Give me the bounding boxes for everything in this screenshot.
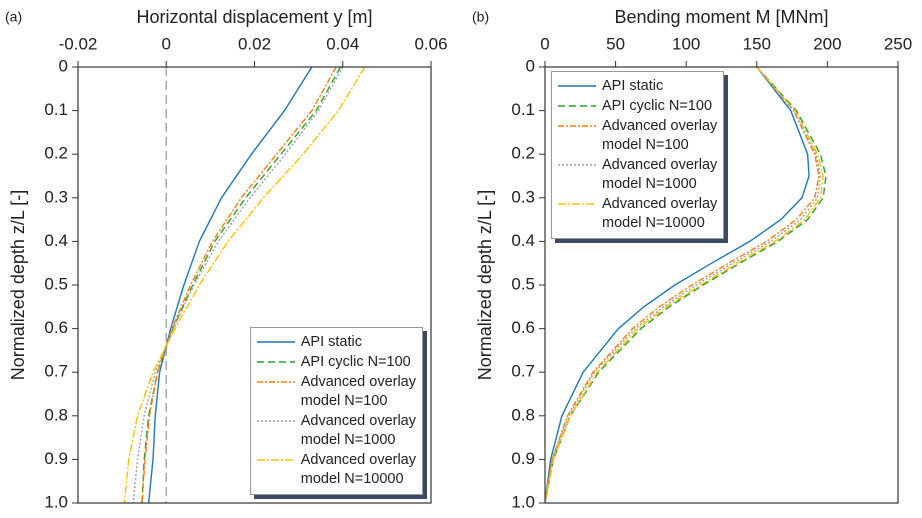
panel-label: (b) <box>472 9 489 25</box>
data-line <box>544 66 824 504</box>
legend-entry: API cyclic N=100 <box>558 97 717 116</box>
x-tick-label: 150 <box>743 34 771 53</box>
legend-label: Advanced overlay model N=100 <box>602 118 718 153</box>
x-tick-label: 0.06 <box>414 34 447 53</box>
legend-swatch <box>256 381 295 383</box>
legend-swatch <box>256 361 295 363</box>
legend-label: Advanced overlay model N=10000 <box>300 452 416 487</box>
data-line <box>123 66 366 504</box>
x-tick-label: 0.04 <box>326 34 359 53</box>
x-tick-label: 0 <box>540 34 549 53</box>
x-tick-label: 0 <box>162 34 171 53</box>
legend-label: API static <box>602 78 664 94</box>
legend-entry: Advanced overlay model N=1000 <box>256 412 416 450</box>
y-tick-label: 0.9 <box>44 449 68 468</box>
legend-entry: Advanced overlay model N=1000 <box>558 156 717 194</box>
data-line <box>544 66 827 504</box>
y-tick-label: 0 <box>59 56 68 75</box>
legend-swatch <box>256 420 295 422</box>
data-line <box>141 66 337 504</box>
y-tick-label: 0.3 <box>44 187 68 206</box>
legend-label: API cyclic N=100 <box>602 98 713 114</box>
panel-label: (a) <box>5 9 22 25</box>
legend-entry: API static <box>256 333 416 352</box>
legend-label: Advanced overlay model N=1000 <box>300 413 416 448</box>
legend: API static API cyclic N=100 Advanced overl… <box>249 327 423 495</box>
y-tick-label: 0.1 <box>44 100 68 119</box>
y-axis-title: Normalized depth z/L [-] <box>475 190 495 380</box>
x-tick-label: 100 <box>672 34 700 53</box>
x-axis-title: Horizontal displacement y [m] <box>136 7 372 27</box>
plot-frame <box>544 66 899 504</box>
legend-label: API cyclic N=100 <box>300 354 411 370</box>
legend-swatch <box>256 341 295 343</box>
legend-label: Advanced overlay model N=1000 <box>602 157 718 192</box>
legend-entry: API static <box>558 77 717 96</box>
y-tick-label: 0.3 <box>511 187 535 206</box>
x-tick-label: 200 <box>813 34 841 53</box>
legend-entry: Advanced overlay model N=100 <box>256 373 416 411</box>
y-tick-label: 0.5 <box>44 274 68 293</box>
y-tick-label: 0.7 <box>44 362 68 381</box>
x-axis-title: Bending moment M [MNm] <box>614 7 828 27</box>
data-line <box>544 66 822 504</box>
legend-label: API static <box>300 334 362 350</box>
x-tick-label: 250 <box>884 34 912 53</box>
y-tick-label: 0.8 <box>511 405 535 424</box>
y-tick-label: 0.6 <box>511 318 535 337</box>
y-tick-label: 1.0 <box>511 492 535 511</box>
legend-swatch <box>558 203 596 205</box>
legend-swatch <box>558 164 596 166</box>
x-tick-label: 50 <box>606 34 625 53</box>
y-tick-label: 0.5 <box>511 274 535 293</box>
x-tick-label: 0.02 <box>238 34 271 53</box>
y-tick-label: 0 <box>526 56 535 75</box>
legend-swatch <box>558 105 596 107</box>
y-tick-label: 0.7 <box>511 362 535 381</box>
plot-frame <box>77 66 432 504</box>
y-tick-label: 0.4 <box>511 231 535 250</box>
y-tick-label: 0.6 <box>44 318 68 337</box>
y-tick-label: 0.1 <box>511 100 535 119</box>
x-tick-label: -0.02 <box>59 34 98 53</box>
data-line <box>544 66 810 504</box>
legend-swatch <box>558 125 596 127</box>
legend-label: Advanced overlay model N=10000 <box>602 196 718 231</box>
y-tick-label: 0.9 <box>511 449 535 468</box>
y-tick-label: 0.4 <box>44 231 68 250</box>
y-tick-label: 1.0 <box>44 492 68 511</box>
y-tick-label: 0.2 <box>511 144 535 163</box>
data-line <box>147 66 313 504</box>
legend-label: Advanced overlay model N=100 <box>300 374 416 409</box>
data-line <box>141 66 342 504</box>
data-line <box>132 66 344 504</box>
legend-swatch <box>558 85 596 87</box>
legend-swatch <box>256 459 295 461</box>
legend-entry: Advanced overlay model N=10000 <box>256 451 416 489</box>
legend-entry: Advanced overlay model N=10000 <box>558 195 717 233</box>
legend-entry: API cyclic N=100 <box>256 353 416 372</box>
legend-entry: Advanced overlay model N=100 <box>558 117 717 155</box>
y-tick-label: 0.2 <box>44 144 68 163</box>
y-axis-title: Normalized depth z/L [-] <box>8 190 28 380</box>
data-line <box>544 66 820 504</box>
legend: API static API cyclic N=100 Advanced overl… <box>551 71 725 239</box>
y-tick-label: 0.8 <box>44 405 68 424</box>
